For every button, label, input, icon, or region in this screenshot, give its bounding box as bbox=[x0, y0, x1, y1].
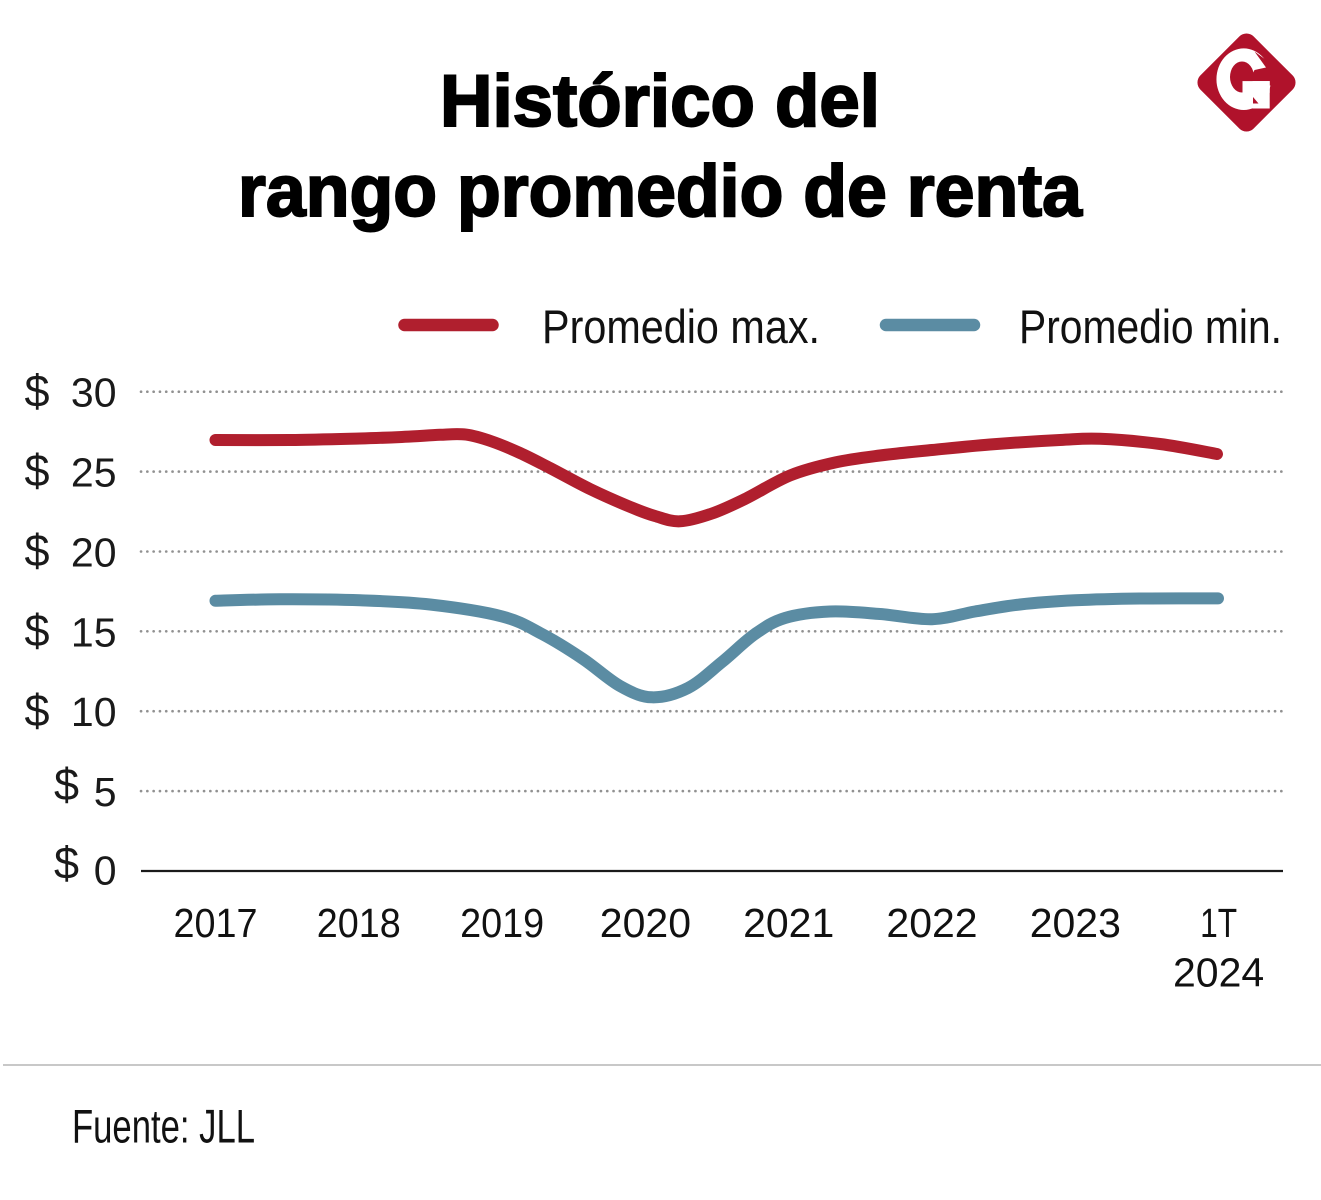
svg-text:Promedio min.: Promedio min. bbox=[1019, 300, 1282, 353]
svg-text:$: $ bbox=[54, 759, 79, 810]
svg-text:25: 25 bbox=[71, 450, 117, 496]
svg-text:20: 20 bbox=[71, 530, 117, 576]
svg-text:$: $ bbox=[54, 838, 79, 889]
svg-text:2021: 2021 bbox=[743, 900, 834, 946]
svg-text:$: $ bbox=[25, 365, 50, 416]
svg-text:30: 30 bbox=[71, 370, 117, 416]
svg-text:Histórico del: Histórico del bbox=[440, 61, 880, 142]
svg-text:2023: 2023 bbox=[1030, 900, 1121, 946]
svg-text:5: 5 bbox=[94, 769, 117, 815]
svg-text:$: $ bbox=[25, 685, 50, 736]
svg-text:1T: 1T bbox=[1200, 900, 1237, 946]
svg-text:$: $ bbox=[25, 445, 50, 496]
svg-text:Fuente: JLL: Fuente: JLL bbox=[72, 1100, 255, 1153]
svg-text:2022: 2022 bbox=[886, 900, 977, 946]
svg-text:15: 15 bbox=[71, 609, 117, 655]
svg-text:2020: 2020 bbox=[600, 900, 691, 946]
svg-text:Promedio max.: Promedio max. bbox=[542, 300, 820, 353]
svg-text:rango promedio de renta: rango promedio de renta bbox=[238, 151, 1083, 232]
svg-text:$: $ bbox=[25, 525, 50, 576]
svg-text:2017: 2017 bbox=[174, 900, 258, 946]
svg-text:10: 10 bbox=[71, 689, 117, 735]
svg-text:2018: 2018 bbox=[317, 900, 401, 946]
svg-text:$: $ bbox=[25, 605, 50, 656]
svg-text:0: 0 bbox=[94, 848, 117, 894]
svg-text:2024: 2024 bbox=[1173, 949, 1264, 995]
svg-text:2019: 2019 bbox=[460, 900, 544, 946]
